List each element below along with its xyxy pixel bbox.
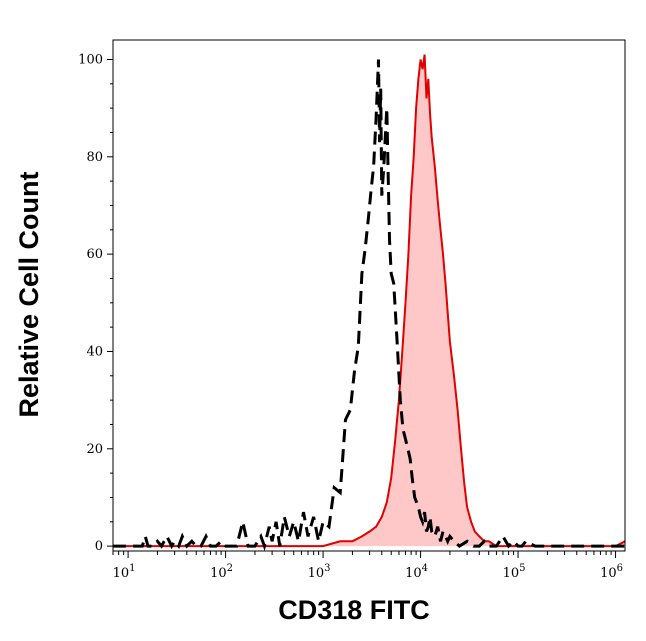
x-tick-label: 105 <box>503 563 526 581</box>
y-tick-label: 40 <box>86 344 103 359</box>
x-tick-label: 101 <box>113 563 136 581</box>
plot-frame <box>112 39 626 552</box>
cd318-fitc-histogram-line <box>113 54 626 548</box>
x-axis-title: CD318 FITC <box>278 595 430 625</box>
cd318-fitc-histogram-fill <box>113 54 625 547</box>
plot-area <box>112 39 626 552</box>
control-histogram-dashed-line <box>113 59 625 552</box>
y-axis: 0 20 40 60 80 100 <box>78 52 113 554</box>
y-axis-title: Relative Cell Count <box>14 171 44 417</box>
y-tick-label: 60 <box>86 247 103 262</box>
y-tick-label: 100 <box>78 52 103 67</box>
y-tick-label: 20 <box>86 442 103 457</box>
x-tick-label: 106 <box>600 563 623 581</box>
y-tick-label: 0 <box>95 539 103 554</box>
y-tick-label: 80 <box>86 150 103 165</box>
x-tick-label: 102 <box>210 563 233 581</box>
x-tick-label: 103 <box>308 563 331 581</box>
x-tick-label: 104 <box>405 563 428 581</box>
x-axis: 101 102 103 104 105 106 <box>112 551 623 581</box>
